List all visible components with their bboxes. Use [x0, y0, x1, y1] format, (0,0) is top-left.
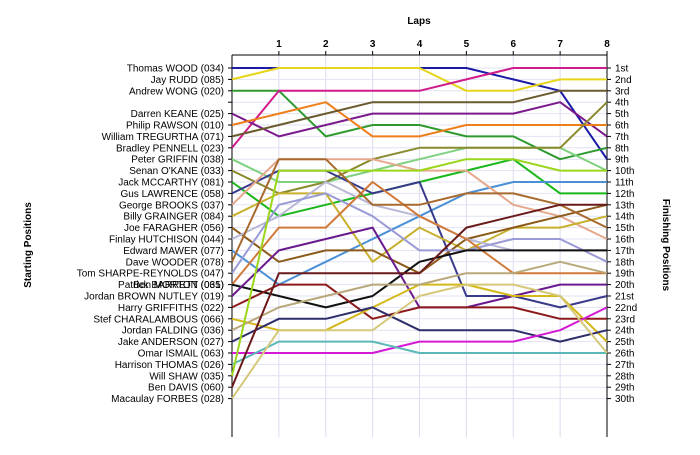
- series-line: [231, 67, 607, 149]
- start-position-label: Stef CHARALAMBOUS (066): [93, 314, 224, 325]
- series-lines: [231, 67, 608, 400]
- finish-position-label: 11th: [615, 178, 634, 189]
- finish-position-label: 10th: [615, 166, 634, 177]
- finish-position-label: 24th: [615, 326, 634, 337]
- chart-title: Laps: [407, 16, 431, 27]
- start-position-label: Dave WOODER (078): [126, 257, 224, 268]
- lap-tick-label: 4: [417, 39, 423, 50]
- finish-position-label: 18th: [615, 257, 634, 268]
- series-line: [232, 89, 608, 161]
- finish-position-label: 28th: [615, 371, 634, 382]
- start-position-label: George BROOKS (037): [119, 200, 224, 211]
- y-axis-label-left: Starting Positions: [23, 202, 34, 288]
- finish-position-label: 26th: [615, 349, 634, 360]
- finish-position-label: 9th: [615, 155, 629, 166]
- finish-position-label: 17th: [615, 246, 634, 257]
- finish-position-label: 29th: [615, 383, 634, 394]
- series-line: [231, 158, 607, 377]
- finish-position-label: 3rd: [615, 86, 629, 97]
- start-position-label: Edward MAWER (077): [123, 246, 224, 257]
- lap-tick-label: 5: [464, 39, 470, 50]
- finish-labels: 1st2nd3rd4th5th6th7th8th9th10th11th12th1…: [615, 64, 637, 406]
- finish-position-label: 22nd: [615, 303, 637, 314]
- start-position-label: Ben DAVIS (060): [148, 383, 224, 394]
- y-axis-label-right: Finishing Positions: [660, 199, 671, 292]
- start-position-label: Patrick BARRETT (031): [118, 280, 224, 291]
- start-position-label: Gus LAWRENCE (058): [120, 189, 224, 200]
- finish-position-label: 23rd: [615, 314, 635, 325]
- lap-tick-label: 2: [323, 39, 329, 50]
- start-position-label: Peter GRIFFIN (038): [131, 155, 224, 166]
- start-position-label: Darren KEANE (025): [131, 109, 224, 120]
- start-position-label: Jordan FALDING (036): [122, 326, 224, 337]
- series-line: [231, 306, 608, 343]
- finish-position-label: 2nd: [615, 75, 632, 86]
- start-position-label: Macaulay FORBES (028): [111, 394, 224, 405]
- finish-position-label: 13th: [615, 200, 634, 211]
- start-position-label: Billy GRAINGER (084): [123, 212, 224, 223]
- series-line: [231, 101, 607, 138]
- finish-position-label: 30th: [615, 394, 634, 405]
- lap-tick-label: 3: [370, 39, 376, 50]
- start-position-label: Ben MORTON (065): [133, 280, 224, 291]
- finish-position-label: 6th: [615, 121, 629, 132]
- start-position-label: Thomas WOOD (034): [127, 64, 224, 75]
- finish-position-label: 25th: [615, 337, 634, 348]
- finish-position-label: 1st: [615, 64, 629, 75]
- series-line: [231, 158, 608, 263]
- series-line: [231, 101, 608, 195]
- start-labels: Thomas WOOD (034)Jay RUDD (085)Andrew WO…: [77, 64, 224, 406]
- start-position-label: Harry GRIFFITHS (022): [118, 303, 224, 314]
- series-line: [231, 192, 608, 274]
- finish-position-label: 14th: [615, 212, 634, 223]
- start-position-label: William TREGURTHA (071): [102, 132, 224, 143]
- series-line: [231, 192, 608, 263]
- start-position-label: Jack MCCARTHY (081): [118, 178, 224, 189]
- finish-position-label: 20th: [615, 280, 634, 291]
- start-position-label: Jordan BROWN NUTLEY (019): [84, 292, 224, 303]
- series-line: [231, 101, 608, 138]
- lap-tick-label: 7: [557, 39, 563, 50]
- finish-position-label: 15th: [615, 223, 634, 234]
- series-line: [231, 67, 607, 92]
- start-position-label: Bradley PENNELL (023): [116, 143, 224, 154]
- series-line: [231, 260, 608, 332]
- start-position-label: Harrison THOMAS (026): [115, 360, 224, 371]
- lap-labels: 1 2 3 4 5 6 7 8: [276, 39, 610, 50]
- start-position-label: Finlay HUTCHISON (044): [109, 235, 224, 246]
- lap-tick-label: 1: [276, 39, 282, 50]
- finish-position-label: 7th: [615, 132, 629, 143]
- finish-position-label: 19th: [615, 269, 634, 280]
- start-position-label: Joe FARAGHER (056): [124, 223, 224, 234]
- start-position-label: Jake ANDERSON (027): [118, 337, 224, 348]
- start-position-label: Andrew WONG (020): [129, 86, 224, 97]
- series-line: [231, 181, 607, 286]
- finish-position-label: 8th: [615, 143, 629, 154]
- series-line: [231, 283, 607, 320]
- finish-position-label: 12th: [615, 189, 634, 200]
- series-line: [231, 283, 608, 400]
- lap-tick-label: 6: [510, 39, 516, 50]
- start-position-label: Omar ISMAIL (063): [138, 349, 224, 360]
- start-position-label: Will SHAW (035): [149, 371, 224, 382]
- series-line: [231, 203, 607, 388]
- finish-position-label: 5th: [615, 109, 629, 120]
- start-position-label: Jay RUDD (085): [151, 75, 224, 86]
- lap-tick-label: 8: [604, 39, 610, 50]
- finish-position-label: 27th: [615, 360, 634, 371]
- finish-position-label: 16th: [615, 235, 634, 246]
- finish-position-label: 21st: [615, 292, 634, 303]
- series-line: [231, 340, 607, 366]
- start-position-label: Philip RAWSON (010): [126, 121, 224, 132]
- series-line: [231, 89, 607, 138]
- series-line: [231, 249, 607, 309]
- finish-position-label: 4th: [615, 98, 629, 109]
- start-position-label: Tom SHARPE-REYNOLDS (047): [77, 269, 224, 280]
- series-line: [232, 306, 608, 354]
- start-position-label: Senan O'KANE (033): [129, 166, 224, 177]
